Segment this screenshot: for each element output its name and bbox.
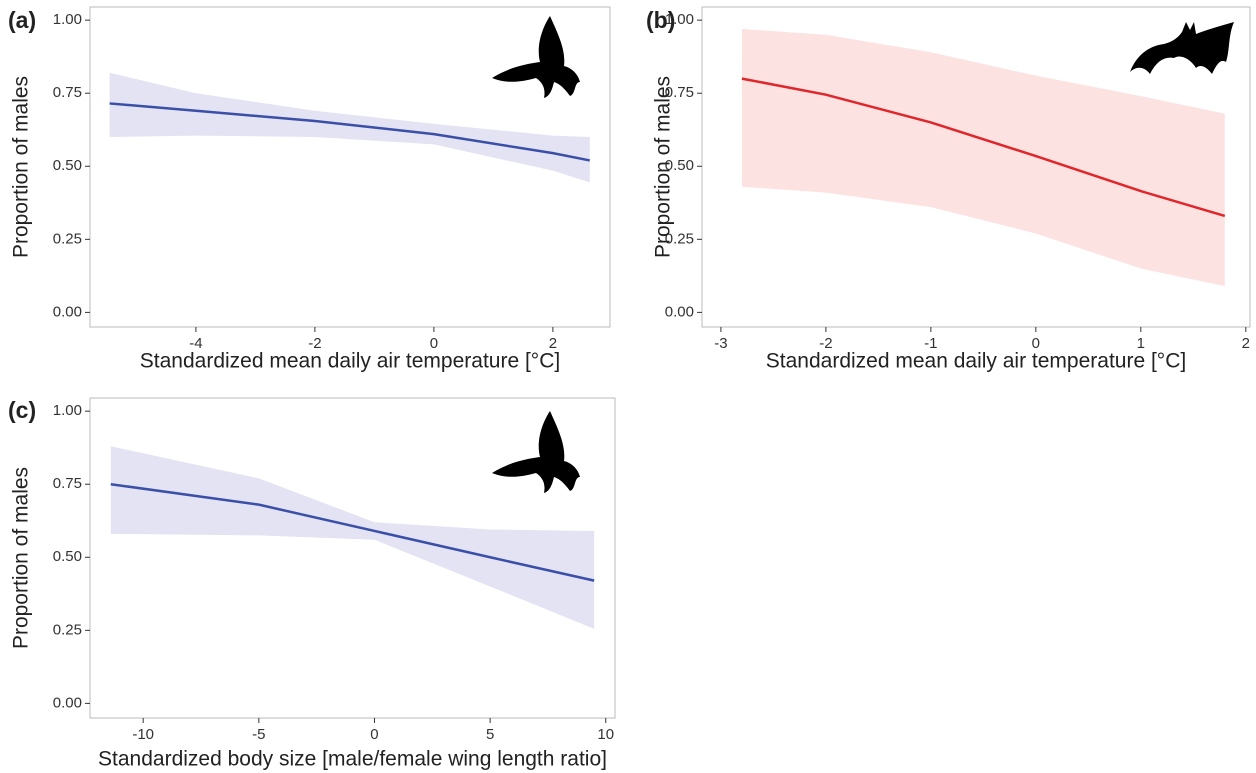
bird-silhouette [492,16,580,98]
x-axis-title: Standardized mean daily air temperature … [140,350,560,373]
y-axis-title: Proportion of males [10,76,33,258]
plot-panel [89,6,611,328]
y-tick-label: 1.00 [53,402,82,419]
x-tick-label: 2 [1242,335,1250,352]
x-tick-label: 1 [1137,335,1145,352]
y-tick-label: 0.25 [53,230,82,247]
y-tick-label: 0.50 [665,157,694,174]
x-tick-label: -1 [924,335,937,352]
confidence-band [109,72,590,183]
panel-label: (c) [8,397,36,423]
x-tick-label: 0 [1032,335,1040,352]
y-tick-label: 0.00 [665,303,694,320]
x-tick-label: 10 [597,726,614,743]
y-tick-label: 0.75 [665,84,694,101]
confidence-band [110,446,595,629]
x-tick-label: -2 [819,335,832,352]
x-tick-label: 0 [430,335,438,352]
x-tick-label: 2 [549,335,557,352]
y-tick-label: 1.00 [53,11,82,28]
bird-silhouette [492,411,580,493]
y-tick-label: 0.75 [53,84,82,101]
y-tick-label: 0.00 [53,303,82,320]
x-tick-label: -5 [252,726,265,743]
y-axis-title: Proportion of males [10,467,33,649]
y-tick-label: 0.75 [53,475,82,492]
x-axis-title: Standardized body size [male/female wing… [98,748,607,771]
y-tick-label: 0.00 [53,694,82,711]
x-tick-label: -3 [714,335,727,352]
x-tick-label: 5 [486,726,494,743]
x-tick-label: 0 [370,726,378,743]
y-tick-label: 0.50 [53,157,82,174]
fit-line [109,102,591,162]
panel-label: (a) [8,7,36,33]
x-axis-title: Standardized mean daily air temperature … [766,350,1186,373]
y-tick-label: 0.25 [53,621,82,638]
panel-label: (b) [646,7,675,33]
x-tick-label: -10 [132,726,154,743]
y-tick-label: 0.50 [53,548,82,565]
y-tick-label: 1.00 [665,11,694,28]
fit-line [741,77,1226,218]
y-axis-title: Proportion of males [652,76,675,258]
animal-icons [492,16,1234,493]
x-tick-label: -4 [189,335,202,352]
confidence-band [741,28,1225,287]
y-tick-label: 0.25 [665,230,694,247]
bat-silhouette [1130,22,1234,74]
x-tick-label: -2 [308,335,321,352]
fit-line [110,482,595,582]
